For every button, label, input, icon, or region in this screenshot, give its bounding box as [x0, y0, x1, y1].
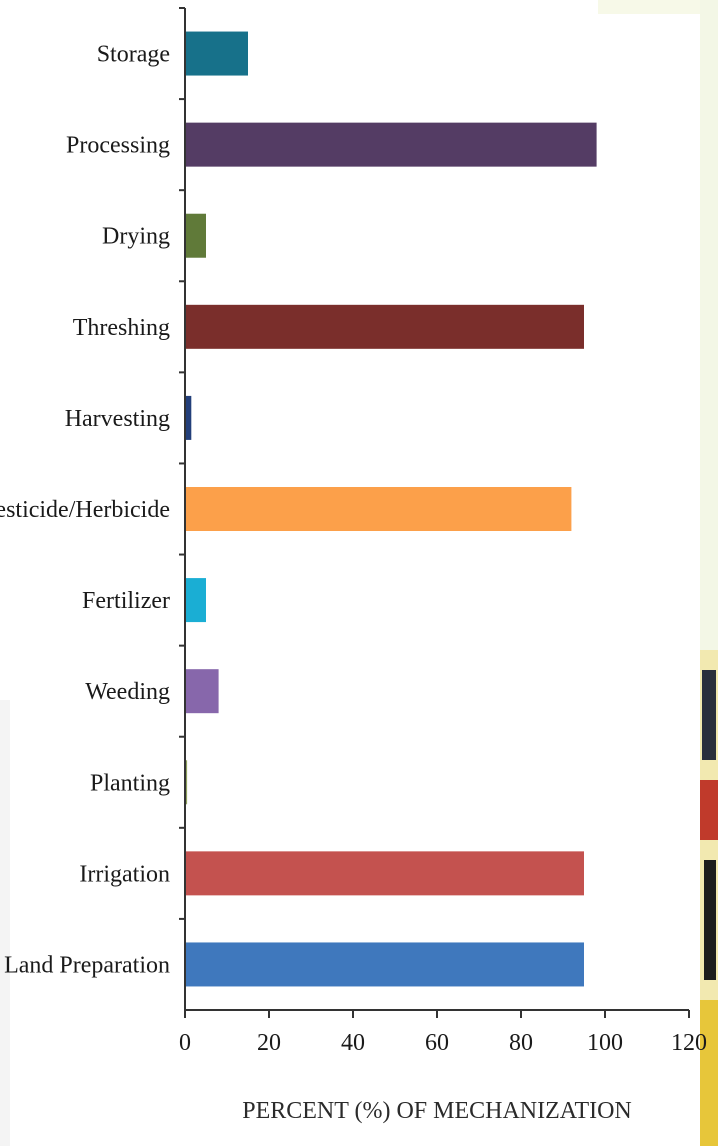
x-tick-label-60: 60 — [425, 1030, 449, 1056]
bar-planting — [185, 760, 188, 805]
x-tick-label-80: 80 — [509, 1030, 533, 1056]
bar-pesticide-herbicide — [185, 487, 572, 531]
bar-drying — [185, 213, 206, 258]
background-artwork-fragment — [700, 650, 718, 1146]
x-tick-label-40: 40 — [341, 1030, 365, 1056]
bar-harvesting — [185, 395, 192, 440]
x-tick-label-20: 20 — [257, 1030, 281, 1056]
category-label-fertilizer: Fertilizer — [82, 588, 170, 614]
x-tick-label-100: 100 — [587, 1030, 623, 1056]
bar-fertilizer — [185, 578, 206, 623]
bar-land-preparation — [185, 942, 584, 987]
bar-weeding — [185, 669, 219, 714]
x-tick-label-120: 120 — [671, 1030, 707, 1056]
category-label-irrigation: Irrigation — [79, 861, 170, 887]
category-label-threshing: Threshing — [73, 315, 170, 341]
x-tick-label-0: 0 — [179, 1030, 191, 1056]
background-left-edge — [0, 700, 10, 1146]
bar-storage — [185, 31, 248, 76]
category-label-planting: Planting — [90, 770, 170, 796]
bar-irrigation — [185, 851, 584, 896]
category-label-harvesting: Harvesting — [65, 406, 170, 432]
category-label-pesticide-herbicide: Pesticide/Herbicide — [0, 497, 170, 523]
category-label-land-preparation: Land Preparation — [4, 952, 170, 978]
bar-processing — [185, 122, 597, 167]
x-axis-label: PERCENT (%) OF MECHANIZATION — [242, 1098, 632, 1124]
category-label-weeding: Weeding — [85, 679, 170, 705]
background-photo-top-edge — [598, 0, 718, 14]
category-label-processing: Processing — [66, 133, 170, 159]
bar-threshing — [185, 304, 584, 349]
category-label-drying: Drying — [102, 224, 170, 250]
category-label-storage: Storage — [97, 42, 170, 68]
